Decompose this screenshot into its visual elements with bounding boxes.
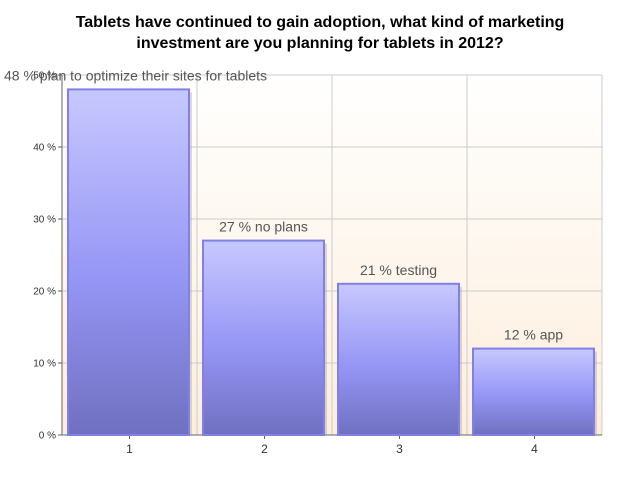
y-tick-label: 30 % xyxy=(33,215,56,226)
labels: 0 % 10 % 20 % 30 % 40 % 50 % 1 48 % plan to opt… xyxy=(4,67,563,456)
bar-4 xyxy=(472,347,595,437)
bars xyxy=(67,88,597,437)
chart-title: Tablets have continued to gain adoption,… xyxy=(0,12,640,54)
data-label-4: 12 % app xyxy=(504,327,563,343)
chart-title-line-1: Tablets have continued to gain adoption,… xyxy=(75,14,565,31)
bar-3 xyxy=(337,282,460,436)
data-label-3: 21 % testing xyxy=(360,262,437,278)
y-tick-label: 10 % xyxy=(33,359,56,370)
bar-2 xyxy=(202,239,325,436)
chart-title-line-2: investment are you planning for tablets … xyxy=(136,35,504,52)
y-tick-label: 50 % xyxy=(33,71,56,82)
y-tick-label: 20 % xyxy=(33,287,56,298)
x-tick-label: 3 xyxy=(396,442,403,456)
x-tick-label: 4 xyxy=(531,442,538,456)
bar-1 xyxy=(67,88,190,437)
x-tick-label: 2 xyxy=(261,442,268,456)
y-tick-label: 40 % xyxy=(33,143,56,154)
y-tick-label: 0 % xyxy=(39,431,56,442)
x-tick-label: 1 xyxy=(126,442,133,456)
data-label-2: 27 % no plans xyxy=(219,219,308,235)
data-label-1: 48 % plan to optimize their sites for ta… xyxy=(4,67,267,83)
